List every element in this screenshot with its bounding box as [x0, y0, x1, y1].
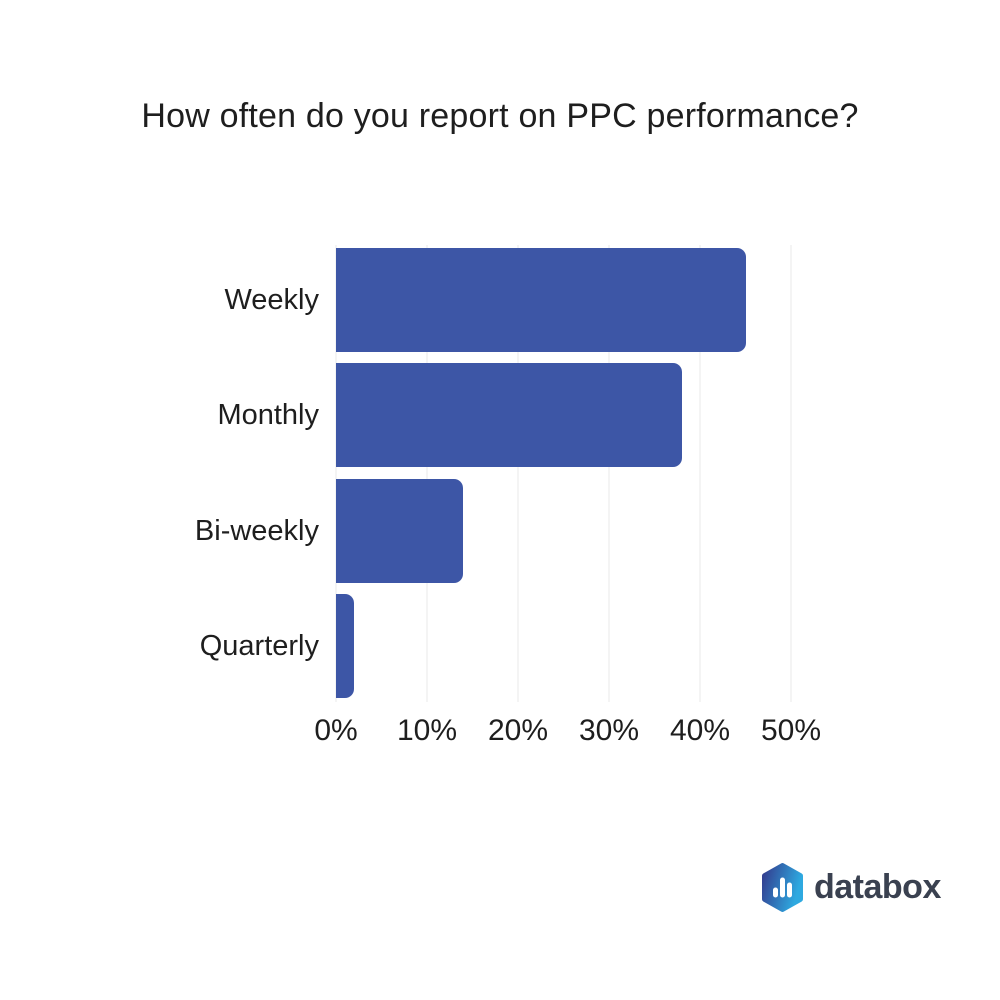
x-tick-label: 40%	[669, 714, 731, 747]
bar-monthly	[336, 363, 682, 468]
gridlines	[335, 245, 792, 702]
gridline	[790, 245, 792, 702]
category-label: Weekly	[224, 284, 319, 316]
databox-logo: databox	[759, 862, 941, 913]
bar-track	[336, 594, 791, 699]
category-label: Quarterly	[199, 630, 319, 663]
gridline	[335, 245, 337, 702]
gridline	[426, 245, 428, 702]
bar-quarterly	[336, 594, 355, 699]
bar-row: Bi-weekly	[0, 478, 791, 583]
x-axis-ticks: 0% 10% 20% 30% 40% 50%	[314, 714, 821, 754]
category-label: Monthly	[217, 399, 319, 432]
x-tick-label: 0%	[314, 714, 358, 747]
bar-row: Weekly	[0, 248, 791, 352]
gridline	[608, 245, 610, 702]
bar-rows: Weekly Monthly Bi-weekly Quarterly	[0, 245, 791, 702]
x-tick-label: 30%	[578, 714, 640, 747]
bar-row: Quarterly	[0, 594, 791, 699]
bar-track	[336, 363, 791, 468]
chart-title: How often do you report on PPC performan…	[141, 97, 859, 135]
bar-bi-weekly	[336, 478, 464, 583]
x-tick-label: 50%	[760, 714, 822, 747]
bar-row: Monthly	[0, 363, 791, 468]
bar-track	[336, 478, 791, 583]
bar-track	[336, 248, 791, 352]
gridline	[517, 245, 519, 702]
databox-hexagon-bar-chart-icon	[762, 863, 803, 912]
category-label: Bi-weekly	[194, 514, 319, 547]
x-tick-label: 10%	[396, 714, 458, 747]
bar-weekly	[336, 248, 746, 352]
x-tick-label: 20%	[487, 714, 549, 747]
gridline	[699, 245, 701, 702]
databox-wordmark: databox	[814, 868, 941, 906]
